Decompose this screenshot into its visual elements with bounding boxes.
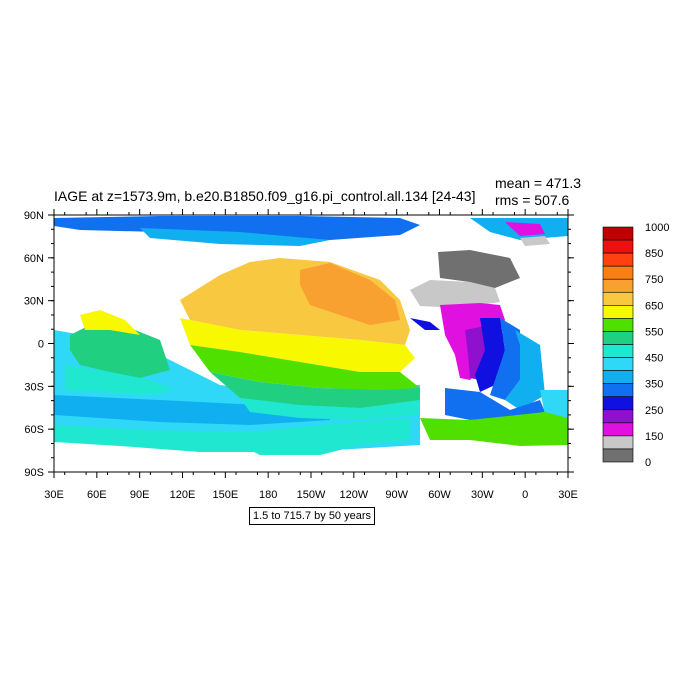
- colorbar-swatch: [602, 305, 634, 319]
- colorbar-swatch: [602, 318, 634, 332]
- colorbar-swatch: [602, 331, 634, 345]
- x-tick-label: 150E: [212, 489, 238, 501]
- colorbar-label: 750: [645, 274, 663, 286]
- colorbar-labels: 1000 850 750 650 550 450 350 250 150 0: [645, 222, 669, 469]
- colorbar-swatch: [602, 239, 634, 254]
- x-tick-label: 120E: [170, 489, 196, 501]
- x-tick-label: 0: [522, 489, 528, 501]
- x-tick-label: 90W: [385, 489, 408, 501]
- map-field: [54, 216, 568, 455]
- y-tick-label: 90S: [24, 467, 44, 479]
- x-tick-marks: [53, 209, 569, 478]
- y-tick-labels: 90N 60N 30N 0 30S 60S 90S: [24, 210, 44, 479]
- y-tick-label: 30N: [24, 296, 44, 308]
- indian-ocean: [65, 310, 175, 395]
- rms-statistic: rms = 507.6: [495, 192, 570, 208]
- colorbar-label: 250: [645, 405, 663, 417]
- x-tick-label: 180: [259, 489, 277, 501]
- colorbar-label: 550: [645, 326, 663, 338]
- x-tick-labels: 30E 60E 90E 120E 150E 180 150W 120W 90W 60W 30W 0 30…: [44, 489, 578, 501]
- y-tick-label: 0: [38, 339, 44, 351]
- contour-range-label: 1.5 to 715.7 by 50 years: [249, 507, 375, 525]
- colorbar-swatch: [602, 252, 634, 267]
- x-tick-label: 90E: [130, 489, 150, 501]
- chart-title: IAGE at z=1573.9m, b.e20.B1850.f09_g16.p…: [54, 188, 476, 204]
- x-tick-label: 30E: [44, 489, 64, 501]
- y-tick-label: 60S: [24, 424, 44, 436]
- colorbar-swatch: [602, 383, 634, 398]
- colorbar-label: 350: [645, 379, 663, 391]
- colorbar-swatch: [602, 291, 634, 306]
- x-tick-label: 60E: [87, 489, 107, 501]
- x-tick-label: 60W: [428, 489, 451, 501]
- colorbar-swatch: [602, 344, 634, 358]
- colorbar-label: 650: [645, 300, 663, 312]
- colorbar-swatch: [602, 448, 634, 463]
- colorbar-label: 1000: [645, 222, 669, 234]
- x-tick-label: 30E: [558, 489, 578, 501]
- colorbar-swatch: [602, 265, 634, 280]
- x-tick-label: 30W: [471, 489, 494, 501]
- y-tick-label: 30S: [24, 381, 44, 393]
- atlantic-ocean: [410, 250, 568, 446]
- colorbar-swatch: [602, 409, 634, 424]
- y-tick-label: 60N: [24, 253, 44, 265]
- colorbar-label: 450: [645, 353, 663, 365]
- colorbar-swatch: [602, 357, 634, 371]
- colorbar-swatch: [602, 370, 634, 384]
- arctic-ocean: [54, 216, 568, 246]
- x-tick-label: 150W: [297, 489, 326, 501]
- pacific-ocean: [180, 258, 420, 420]
- colorbar-label: 150: [645, 431, 663, 443]
- colorbar-swatch: [602, 226, 634, 241]
- colorbar-swatch: [602, 278, 634, 293]
- colorbar-label: 0: [645, 457, 651, 469]
- y-tick-label: 90N: [24, 210, 44, 222]
- colorbar-swatch: [602, 422, 634, 437]
- colorbar-label: 850: [645, 248, 663, 260]
- colorbar: [602, 226, 634, 463]
- colorbar-swatch: [602, 396, 634, 411]
- colorbar-swatch: [602, 435, 634, 450]
- mean-statistic: mean = 471.3: [495, 175, 582, 191]
- y-tick-marks: [48, 214, 574, 473]
- x-tick-label: 120W: [339, 489, 368, 501]
